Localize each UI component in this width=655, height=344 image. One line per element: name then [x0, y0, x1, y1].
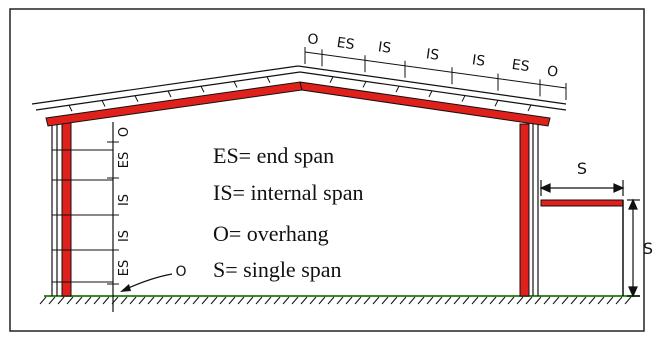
- legend-o: O= overhang: [213, 221, 329, 246]
- roof-span-labels: O ES IS IS IS ES O: [307, 32, 559, 81]
- wall-label-4: ES: [117, 260, 132, 276]
- roof-dimension-ticks: [304, 47, 567, 100]
- wall-label-0: O: [117, 127, 132, 137]
- left-wall-cladding: [51, 122, 58, 296]
- wall-dimension-ticks: [107, 141, 119, 285]
- legend-es: ES= end span: [213, 143, 334, 168]
- left-wall-girts: [52, 149, 113, 283]
- lean-to-beam: [540, 199, 624, 207]
- legend-is: IS= internal span: [213, 180, 364, 205]
- overhang-leader-arrow: [120, 284, 131, 292]
- ground-hatch: [39, 296, 632, 305]
- left-rafter: [45, 81, 303, 127]
- right-column: [519, 123, 530, 297]
- wall-label-2: IS: [117, 194, 132, 206]
- lean-to-height-label: S: [643, 239, 653, 258]
- wall-span-labels: O ES IS IS ES: [117, 127, 132, 276]
- lean-to-height-dimension: [627, 198, 640, 298]
- legend: ES= end span IS= internal span O= overha…: [213, 143, 364, 282]
- roof-label-3: IS: [425, 46, 440, 64]
- roof-label-6: O: [546, 63, 559, 80]
- roof-label-1: ES: [336, 35, 356, 53]
- roof-label-0: O: [307, 32, 318, 48]
- roof-label-2: IS: [377, 39, 392, 57]
- roof-dimension-line: [304, 51, 567, 89]
- roof-label-5: ES: [511, 57, 531, 75]
- right-wall-cladding: [532, 124, 539, 296]
- legend-s: S= single span: [213, 257, 342, 282]
- left-column: [61, 121, 72, 297]
- right-rafter: [299, 81, 551, 127]
- wall-label-1: ES: [117, 152, 132, 168]
- base-overhang-label: O: [175, 264, 186, 280]
- wall-label-3: IS: [117, 230, 132, 242]
- roof-purlins: [68, 76, 532, 112]
- lean-to-span-label: S: [577, 159, 587, 178]
- lean-to-span-dimension: [539, 180, 625, 196]
- diagram-border: [9, 8, 645, 332]
- roof-label-4: IS: [471, 52, 486, 70]
